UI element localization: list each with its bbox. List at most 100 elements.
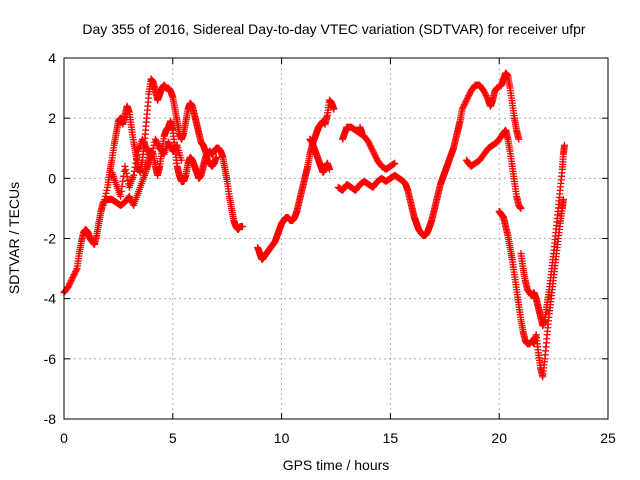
data-point-marker <box>372 153 380 161</box>
data-point-marker <box>100 198 108 206</box>
series-ufpr-d <box>254 96 338 264</box>
data-point-marker <box>117 187 125 195</box>
y-tick-label: 4 <box>48 50 56 66</box>
data-point-marker <box>64 283 72 291</box>
data-point-marker <box>154 141 162 149</box>
x-tick-label: 20 <box>491 430 507 446</box>
data-point-marker <box>517 204 525 212</box>
data-point-marker <box>132 159 140 167</box>
data-point-marker <box>365 138 373 146</box>
data-point-marker <box>366 141 374 149</box>
data-point-marker <box>101 192 109 200</box>
data-point-marker <box>72 266 80 274</box>
data-point-marker <box>368 146 376 154</box>
data-point-marker <box>481 90 489 98</box>
data-point-marker <box>330 105 338 113</box>
data-point-marker <box>464 93 472 101</box>
data-point-marker <box>131 163 139 171</box>
data-point-marker <box>178 156 186 164</box>
x-tick-label: 15 <box>383 430 399 446</box>
data-point-marker <box>69 274 77 282</box>
data-point-marker <box>465 92 473 100</box>
data-point-marker <box>69 272 77 280</box>
data-point-marker <box>560 141 568 149</box>
data-point-marker <box>166 141 174 149</box>
data-point-marker <box>122 169 130 177</box>
data-point-marker <box>147 153 155 161</box>
data-point-marker <box>458 105 466 113</box>
chart-title: Day 355 of 2016, Sidereal Day-to-day VTE… <box>82 21 586 37</box>
series-ufpr-f <box>334 69 523 239</box>
data-point-marker <box>133 155 141 163</box>
data-point-marker <box>118 182 126 190</box>
data-point-marker <box>482 92 490 100</box>
axis-ticks: 0 5 10 15 20 25 -8 -6 -4 -2 0 2 4 <box>44 50 616 446</box>
data-point-marker <box>65 281 73 289</box>
series-ufpr-a <box>60 117 246 297</box>
data-point-marker <box>460 102 468 110</box>
data-point-marker <box>70 271 78 279</box>
data-point-marker <box>370 149 378 157</box>
data-point-marker <box>66 280 74 288</box>
data-point-marker <box>126 194 134 202</box>
data-point-marker <box>153 138 161 146</box>
data-point-marker <box>149 144 157 152</box>
data-point-marker <box>369 147 377 155</box>
y-tick-label: -4 <box>44 291 57 307</box>
data-point-marker <box>146 152 154 160</box>
data-point-marker <box>391 159 399 167</box>
data-point-marker <box>559 195 567 203</box>
x-tick-label: 5 <box>169 430 177 446</box>
data-point-marker <box>130 167 138 175</box>
data-point-marker <box>122 166 130 174</box>
data-point-marker <box>138 135 146 143</box>
data-point-marker <box>71 269 79 277</box>
data-point-marker <box>152 137 160 145</box>
data-point-marker <box>102 189 110 197</box>
data-point-marker <box>462 98 470 106</box>
x-axis-label: GPS time / hours <box>283 457 390 473</box>
data-point-marker <box>212 153 220 161</box>
data-point-marker <box>483 93 491 101</box>
data-point-marker <box>148 150 156 158</box>
grid <box>64 58 608 419</box>
data-point-marker <box>119 177 127 185</box>
data-point-marker <box>164 138 172 146</box>
data-point-marker <box>101 195 109 203</box>
data-point-marker <box>143 146 151 154</box>
y-tick-label: -6 <box>44 351 57 367</box>
x-tick-label: 10 <box>274 430 290 446</box>
data-point-marker <box>461 99 469 107</box>
data-point-marker <box>460 101 468 109</box>
data-points <box>60 69 568 381</box>
y-axis-label: SDTVAR / TECUs <box>6 182 22 294</box>
series-ufpr-e <box>306 135 333 176</box>
data-point-marker <box>68 275 76 283</box>
series-ufpr-g <box>339 123 399 173</box>
data-point-marker <box>125 192 133 200</box>
data-point-marker <box>67 278 75 286</box>
y-tick-label: 2 <box>48 110 56 126</box>
x-tick-label: 25 <box>600 430 616 446</box>
data-point-marker <box>365 140 373 148</box>
data-point-marker <box>463 96 471 104</box>
data-point-marker <box>481 89 489 97</box>
data-point-marker <box>121 162 129 170</box>
y-tick-label: -2 <box>44 231 57 247</box>
data-point-marker <box>72 268 80 276</box>
data-point-marker <box>141 141 149 149</box>
data-point-marker <box>154 140 162 148</box>
series-ufpr-c <box>108 135 186 200</box>
data-point-marker <box>463 95 471 103</box>
data-point-marker <box>130 171 138 179</box>
data-point-marker <box>99 201 107 209</box>
data-point-marker <box>142 143 150 151</box>
data-point-marker <box>459 104 467 112</box>
x-tick-label: 0 <box>60 430 68 446</box>
data-point-marker <box>141 140 149 148</box>
data-point-marker <box>143 144 151 152</box>
y-tick-label: 0 <box>48 170 56 186</box>
series-ufpr-b <box>99 75 220 209</box>
data-point-marker <box>325 165 333 173</box>
